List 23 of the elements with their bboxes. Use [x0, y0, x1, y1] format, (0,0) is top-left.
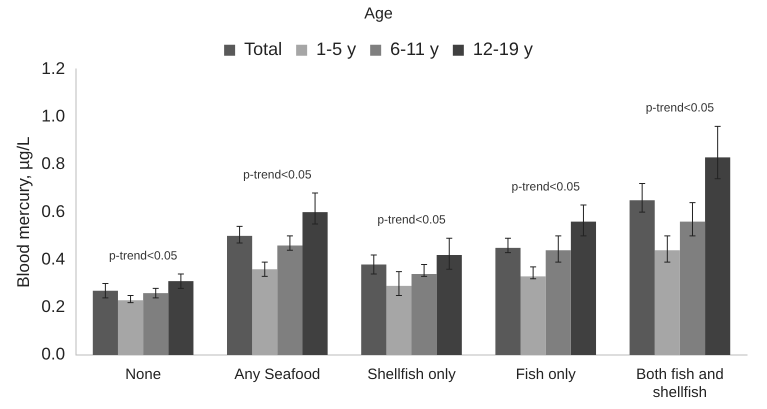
y-tick-label: 0.4: [41, 249, 66, 268]
y-tick-label: 1.0: [41, 106, 66, 126]
annotation: p-trend<0.05: [377, 212, 446, 227]
annotation: p-trend<0.05: [512, 179, 580, 194]
y-axis-title: Blood mercury, µg/L: [14, 136, 33, 288]
x-tick-label: Any Seafood: [234, 366, 320, 384]
y-tick-label: 0.8: [41, 154, 66, 174]
legend-label: Total: [244, 39, 282, 60]
x-tick-label: Shellfish only: [367, 366, 456, 384]
x-tick-label: Fish only: [516, 366, 576, 384]
x-tick-label: Both fish and shellfish: [636, 366, 724, 402]
y-tick-label: 0.0: [41, 344, 66, 364]
annotation: p-trend<0.05: [243, 167, 312, 182]
legend-title: Age: [364, 5, 393, 22]
legend-label: 12-19 y: [472, 39, 533, 60]
legend-label: 6-11 y: [390, 39, 439, 60]
annotation: p-trend<0.05: [646, 100, 714, 115]
annotation: p-trend<0.05: [108, 248, 178, 262]
y-tick-label: 1.2: [41, 58, 66, 78]
y-tick-label: 0.2: [41, 297, 66, 316]
y-tick-label: 0.6: [41, 202, 66, 221]
legend-label: 1-5 y: [316, 39, 356, 60]
x-tick-label: None: [125, 366, 162, 384]
